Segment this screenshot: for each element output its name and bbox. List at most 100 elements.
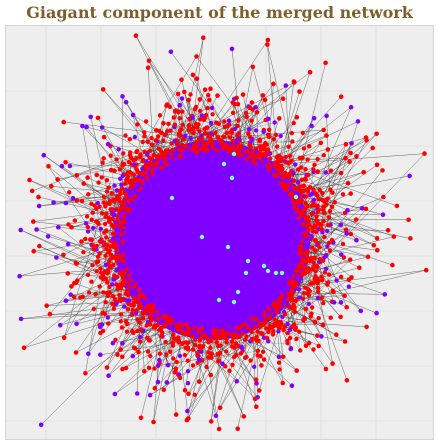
node bbox=[286, 259, 290, 263]
node bbox=[239, 324, 243, 328]
node bbox=[102, 195, 106, 199]
node bbox=[185, 409, 190, 414]
node bbox=[186, 416, 191, 421]
node bbox=[294, 299, 298, 303]
node bbox=[134, 150, 138, 154]
node bbox=[349, 105, 354, 110]
node bbox=[121, 229, 125, 233]
node bbox=[102, 135, 107, 140]
node bbox=[102, 156, 106, 160]
node bbox=[197, 358, 202, 363]
node bbox=[31, 219, 36, 224]
node bbox=[135, 185, 139, 189]
node bbox=[197, 137, 201, 141]
node bbox=[254, 128, 258, 132]
node bbox=[172, 115, 176, 119]
node bbox=[211, 224, 215, 228]
node bbox=[236, 321, 240, 325]
node bbox=[145, 152, 149, 156]
node bbox=[285, 322, 289, 326]
node bbox=[239, 351, 243, 355]
node bbox=[106, 373, 111, 378]
node bbox=[99, 275, 103, 279]
node bbox=[219, 249, 223, 253]
node bbox=[343, 339, 348, 344]
node bbox=[175, 360, 179, 364]
node bbox=[294, 195, 298, 199]
node bbox=[119, 312, 123, 316]
node bbox=[186, 345, 190, 349]
node bbox=[266, 38, 271, 43]
node bbox=[192, 221, 196, 225]
node bbox=[272, 164, 276, 168]
node bbox=[230, 344, 234, 348]
node bbox=[156, 317, 160, 321]
node bbox=[290, 139, 294, 143]
node bbox=[163, 324, 167, 328]
node bbox=[194, 164, 198, 168]
node bbox=[292, 179, 296, 183]
node bbox=[375, 236, 380, 241]
node bbox=[265, 336, 269, 340]
node bbox=[347, 159, 352, 164]
node bbox=[152, 242, 156, 246]
node bbox=[303, 167, 307, 171]
node bbox=[227, 369, 231, 373]
node bbox=[224, 349, 228, 353]
node bbox=[178, 354, 182, 358]
node bbox=[131, 179, 135, 183]
node bbox=[140, 166, 144, 170]
node bbox=[218, 343, 222, 347]
node bbox=[165, 297, 169, 301]
node bbox=[183, 134, 187, 138]
node bbox=[267, 168, 271, 172]
node bbox=[213, 249, 217, 253]
node bbox=[248, 154, 252, 158]
node bbox=[119, 283, 123, 287]
node bbox=[295, 115, 300, 120]
node bbox=[209, 353, 213, 357]
node bbox=[230, 176, 234, 180]
node bbox=[262, 264, 266, 268]
node bbox=[248, 227, 252, 231]
node bbox=[348, 151, 353, 156]
node bbox=[299, 276, 303, 280]
node bbox=[222, 135, 226, 139]
node bbox=[313, 276, 317, 280]
node bbox=[131, 308, 135, 312]
node bbox=[161, 138, 165, 142]
node bbox=[80, 295, 85, 300]
node bbox=[307, 222, 311, 226]
node bbox=[188, 240, 192, 244]
node bbox=[330, 205, 334, 209]
node bbox=[151, 304, 155, 308]
node bbox=[317, 241, 321, 245]
node bbox=[257, 321, 261, 325]
node bbox=[208, 135, 212, 139]
node bbox=[203, 87, 208, 92]
node bbox=[316, 286, 320, 290]
node bbox=[328, 248, 332, 252]
node bbox=[183, 144, 187, 148]
node bbox=[240, 345, 244, 349]
node bbox=[286, 233, 290, 237]
node bbox=[115, 259, 119, 263]
node bbox=[297, 266, 301, 270]
node bbox=[104, 228, 108, 232]
node bbox=[317, 245, 321, 249]
node bbox=[321, 128, 326, 133]
node bbox=[303, 233, 307, 237]
node bbox=[128, 137, 132, 141]
node bbox=[192, 310, 196, 314]
node bbox=[277, 367, 281, 371]
node bbox=[135, 300, 139, 304]
node bbox=[272, 137, 276, 141]
node bbox=[96, 116, 101, 121]
node bbox=[198, 297, 202, 301]
node bbox=[222, 272, 226, 276]
node bbox=[252, 365, 256, 369]
node bbox=[317, 316, 321, 320]
node bbox=[178, 116, 182, 120]
node bbox=[144, 119, 148, 123]
node bbox=[277, 116, 282, 121]
